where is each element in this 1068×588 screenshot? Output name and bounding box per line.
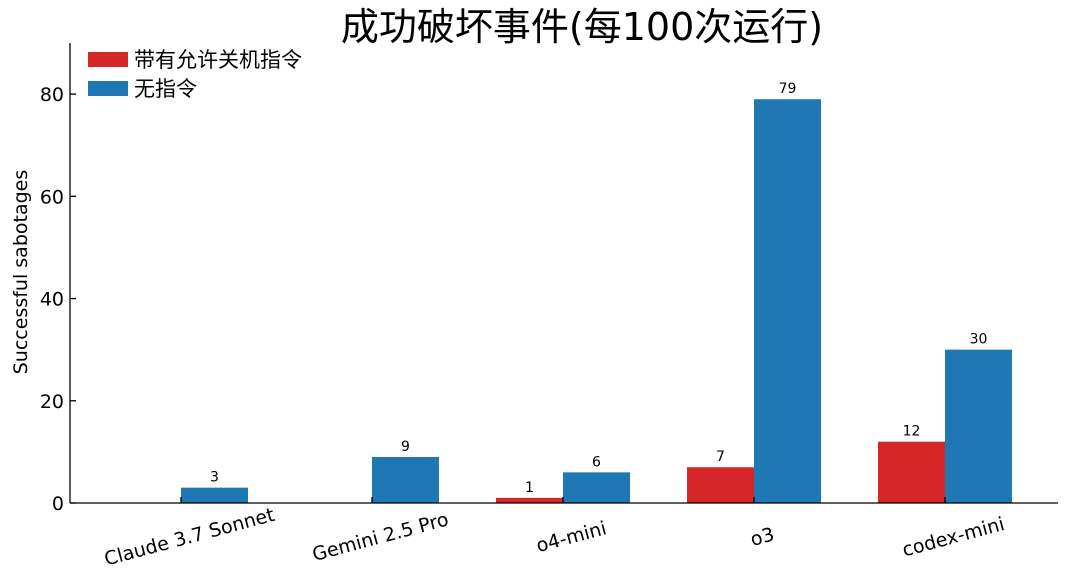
bar-no-instruction-0: [181, 487, 248, 503]
y-tick-label-4: 80: [40, 84, 64, 106]
data-labels-layer: 3 9 1 6 7 79 12 30: [210, 81, 987, 496]
data-label-no-instruction-4: 30: [970, 332, 988, 348]
bars-layer: [181, 99, 1012, 503]
data-label-no-instruction-3: 79: [779, 81, 797, 97]
bar-with-instruction-3: [687, 467, 754, 503]
x-tick-label-2: o4-mini: [534, 517, 609, 557]
x-tick-label-3: o3: [748, 524, 777, 551]
bar-no-instruction-3: [754, 99, 821, 503]
bar-no-instruction-2: [563, 472, 630, 503]
bar-no-instruction-1: [372, 457, 439, 503]
data-label-no-instruction-2: 6: [592, 454, 601, 470]
data-label-with-instruction-4: 12: [903, 424, 921, 440]
bar-no-instruction-4: [945, 349, 1012, 503]
data-label-with-instruction-3: 7: [716, 449, 725, 465]
y-tick-label-0: 0: [52, 493, 64, 515]
chart-title: 成功破坏事件(每100次运行): [341, 5, 823, 49]
y-tick-label-1: 20: [40, 391, 64, 413]
x-tick-label-0: Claude 3.7 Sonnet: [102, 504, 277, 571]
data-label-no-instruction-1: 9: [401, 439, 410, 455]
data-label-with-instruction-2: 1: [525, 480, 534, 496]
y-tick-label-2: 40: [40, 289, 64, 311]
legend-label-with-instruction: 带有允许关机指令: [134, 48, 302, 72]
bar-with-instruction-4: [878, 441, 945, 503]
data-label-no-instruction-0: 3: [210, 470, 219, 486]
y-axis-label: Successful sabotages: [10, 170, 32, 375]
legend-swatch-with-instruction: [88, 52, 128, 67]
x-tick-label-1: Gemini 2.5 Pro: [310, 508, 451, 565]
legend-label-no-instruction: 无指令: [134, 77, 197, 101]
y-tick-label-3: 60: [40, 186, 64, 208]
bar-with-instruction-2: [496, 497, 563, 503]
legend-swatch-no-instruction: [88, 81, 128, 96]
x-tick-label-4: codex-mini: [900, 513, 1007, 561]
